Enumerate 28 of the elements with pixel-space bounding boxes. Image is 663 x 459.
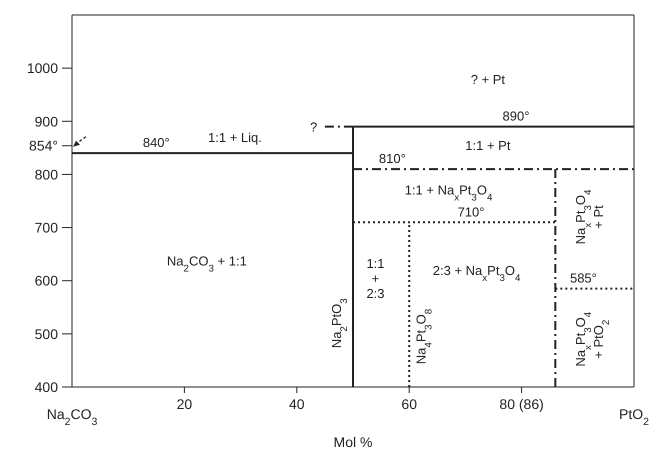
annotation: 840°: [142, 135, 170, 150]
annotation: ?: [310, 120, 318, 135]
text: PtO$_{2}$: [619, 406, 650, 428]
annotation: 1:1 + Pt: [465, 138, 511, 154]
y-tick-label: 900: [34, 113, 58, 130]
annotation: 2:3 + Na$_{x}$Pt$_{3}$O$_{4}$: [432, 263, 522, 284]
y-tick-label: 854°: [29, 138, 58, 154]
text: Na$_{2}$CO$_{3}$: [46, 406, 98, 428]
y-tick-label: 400: [34, 379, 58, 395]
annotation: 890°: [502, 108, 530, 124]
y-tick-label: 1000: [26, 60, 58, 76]
x-axis-title: Mol %: [334, 434, 372, 450]
annotation: ? + Pt: [470, 72, 506, 87]
annotation: 1:1 + Na$_{x}$Pt$_{3}$O$_{4}$: [404, 182, 493, 203]
annotation: 1:1 + Liq.: [208, 130, 262, 146]
annotation: 810°: [378, 151, 406, 166]
y-tick-label: 500: [34, 326, 58, 342]
x-tick-label: 40: [289, 396, 305, 412]
x-tick-label: 80 (86): [499, 396, 544, 412]
annotation: 710°: [458, 204, 484, 220]
annotation: 1:1 + 2:3: [366, 256, 385, 302]
annotation: Na$_{2}$CO$_{3}$ + 1:1: [166, 254, 247, 274]
y-tick-label: 700: [34, 220, 58, 236]
annotation: 585°: [570, 270, 597, 286]
y-tick-label: 800: [34, 166, 58, 182]
y-tick-label: 600: [34, 272, 58, 289]
x-tick-label: 60: [401, 396, 418, 412]
x-tick-label: 20: [176, 396, 192, 412]
